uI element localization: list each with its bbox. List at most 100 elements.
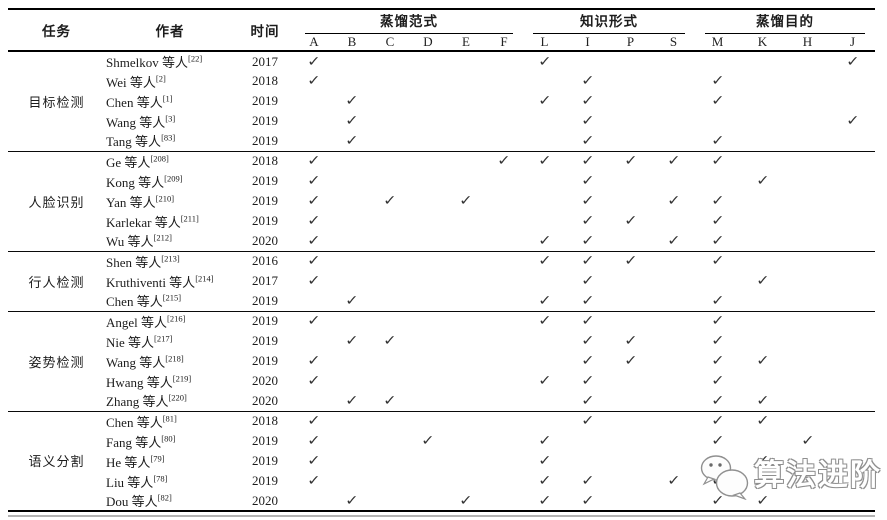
empty-cell — [740, 211, 785, 231]
checkmark-icon: ✓ — [345, 333, 359, 349]
task-label: 姿势检测 — [8, 310, 105, 411]
checkmark-icon: ✓ — [383, 392, 397, 409]
empty-cell — [485, 111, 523, 131]
checkmark-icon: ✓ — [345, 93, 359, 109]
year-cell: 2019 — [252, 132, 278, 148]
empty-cell — [523, 211, 566, 231]
checkmark-icon: ✓ — [800, 433, 815, 449]
year-cell: 2019 — [252, 173, 278, 188]
checkmark-icon: ✓ — [345, 292, 359, 309]
col-header-A: A — [295, 34, 333, 52]
empty-cell — [485, 171, 523, 191]
checkmark-icon: ✓ — [580, 173, 595, 189]
table-row: Nie 等人[217] 2019 ✓ ✓ ✓ ✓ ✓ — [8, 331, 875, 351]
check-L: ✓ — [523, 431, 566, 451]
author-cell: Ge 等人[208] — [105, 150, 235, 171]
author-cell: Tang 等人[83] — [105, 131, 235, 151]
empty-cell — [609, 431, 652, 451]
empty-cell — [371, 310, 409, 331]
empty-cell — [371, 171, 409, 191]
check-M: ✓ — [695, 491, 740, 511]
empty-cell — [447, 250, 485, 271]
author-name: Ge 等人 — [106, 154, 151, 170]
check-L: ✓ — [523, 291, 566, 311]
author-name: Chen 等人 — [106, 94, 163, 110]
empty-cell — [485, 471, 523, 491]
check-S: ✓ — [652, 150, 695, 171]
citation-ref: [3] — [165, 113, 176, 124]
empty-cell — [409, 271, 447, 291]
checkmark-icon: ✓ — [755, 492, 770, 509]
empty-cell — [333, 451, 371, 471]
checkmark-icon: ✓ — [580, 93, 595, 109]
check-A: ✓ — [295, 371, 333, 391]
check-I: ✓ — [566, 331, 609, 351]
col-header-P: P — [609, 34, 652, 52]
check-L: ✓ — [523, 451, 566, 471]
check-A: ✓ — [295, 51, 333, 71]
group-header-0: 蒸馏范式 — [295, 9, 523, 34]
checkmark-icon: ✓ — [755, 473, 770, 489]
empty-cell — [409, 111, 447, 131]
empty-cell — [447, 310, 485, 331]
year-cell: 2019 — [235, 310, 295, 331]
empty-cell — [652, 111, 695, 131]
check-C: ✓ — [371, 191, 409, 211]
check-I: ✓ — [566, 231, 609, 251]
citation-ref: [82] — [157, 492, 172, 503]
author-cell: Karlekar 等人[211] — [105, 211, 235, 231]
check-S: ✓ — [652, 191, 695, 211]
check-I: ✓ — [566, 291, 609, 311]
empty-cell — [785, 351, 830, 371]
checkmark-icon: ✓ — [710, 253, 725, 270]
empty-cell — [785, 51, 830, 71]
check-M: ✓ — [695, 351, 740, 371]
author-cell: Hwang 等人[219] — [105, 371, 235, 391]
checkmark-icon: ✓ — [580, 313, 595, 330]
check-I: ✓ — [566, 410, 609, 431]
check-P: ✓ — [609, 150, 652, 171]
citation-ref: [217] — [154, 333, 173, 344]
empty-cell — [609, 131, 652, 151]
empty-cell — [333, 471, 371, 491]
empty-cell — [523, 351, 566, 371]
check-K: ✓ — [740, 491, 785, 511]
check-I: ✓ — [566, 71, 609, 91]
empty-cell — [830, 231, 875, 251]
empty-cell — [485, 250, 523, 271]
author-name: Kruthiventi 等人 — [106, 274, 196, 290]
empty-cell — [830, 431, 875, 451]
check-I: ✓ — [566, 351, 609, 371]
checkmark-icon: ✓ — [710, 292, 725, 309]
empty-cell — [785, 250, 830, 271]
empty-cell — [740, 371, 785, 391]
checkmark-icon: ✓ — [710, 153, 725, 170]
table-row: Karlekar 等人[211] 2019 ✓ ✓ ✓ ✓ — [8, 211, 875, 231]
checkmark-icon: ✓ — [307, 153, 321, 170]
empty-cell — [485, 71, 523, 91]
checkmark-icon: ✓ — [307, 273, 321, 289]
checkmark-icon: ✓ — [710, 93, 725, 109]
check-C: ✓ — [371, 391, 409, 411]
check-I: ✓ — [566, 250, 609, 271]
empty-cell — [740, 431, 785, 451]
col-header-B: B — [333, 34, 371, 52]
check-M: ✓ — [695, 71, 740, 91]
col-header-F: F — [485, 34, 523, 52]
empty-cell — [409, 91, 447, 111]
empty-cell — [333, 351, 371, 371]
check-A: ✓ — [295, 211, 333, 231]
empty-cell — [609, 410, 652, 431]
empty-cell — [485, 291, 523, 311]
check-M: ✓ — [695, 131, 740, 151]
checkmark-icon: ✓ — [537, 492, 552, 509]
checkmark-icon: ✓ — [580, 373, 595, 389]
checkmark-icon: ✓ — [580, 392, 595, 409]
check-B: ✓ — [333, 491, 371, 511]
citation-ref: [216] — [167, 313, 186, 324]
checkmark-icon: ✓ — [307, 373, 321, 389]
table-row: 目标检测 Shmelkov 等人[22] 2017 ✓ ✓ ✓ — [8, 51, 875, 110]
task-label: 人脸识别 — [8, 150, 105, 251]
check-A: ✓ — [295, 271, 333, 291]
empty-cell — [409, 351, 447, 371]
